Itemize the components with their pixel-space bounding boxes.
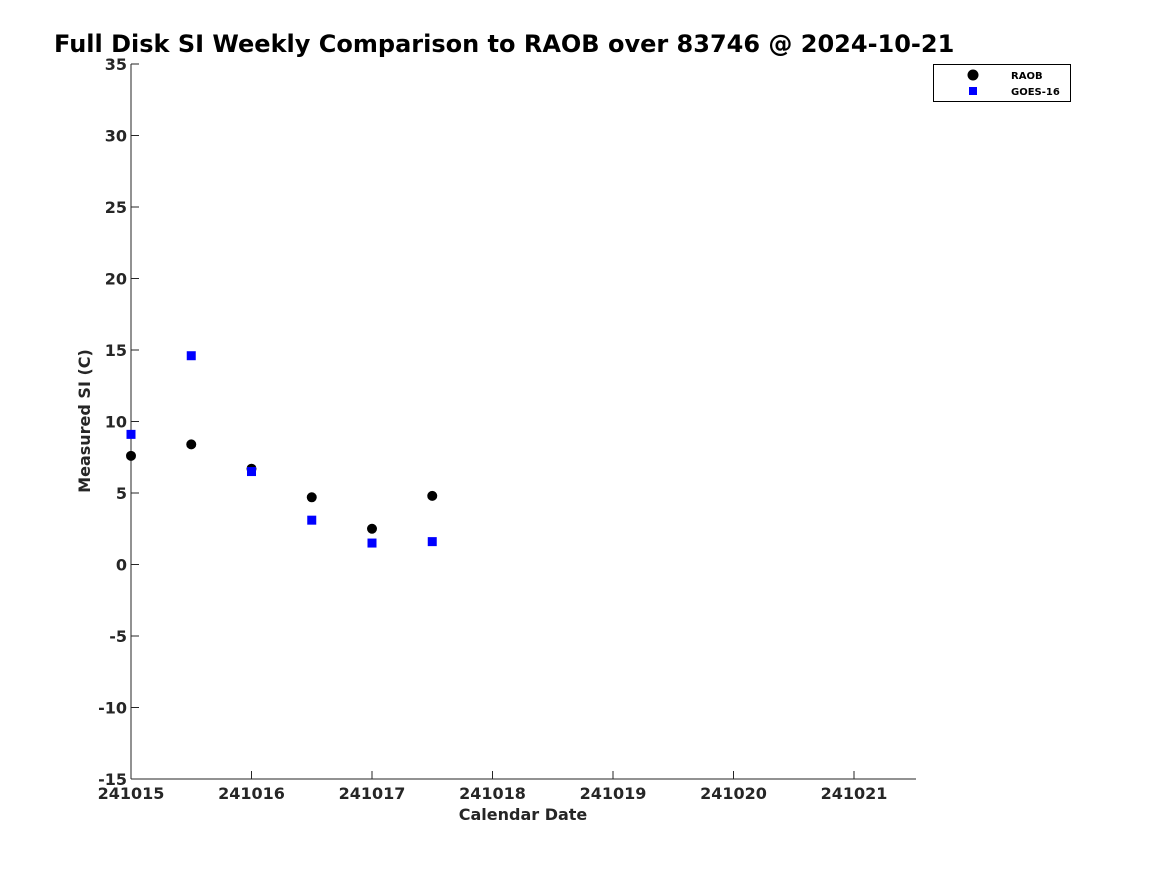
legend-label: GOES-16 [1011,87,1060,98]
goes16-point [367,538,377,548]
goes16-point [186,351,196,361]
x-tick-label: 241018 [459,784,526,803]
legend-raob-marker [967,69,979,81]
x-tick-label: 241020 [700,784,767,803]
x-tick-label: 241016 [218,784,285,803]
y-tick-label: 15 [105,341,127,360]
y-tick-label: -15 [98,770,127,789]
raob-point [427,490,438,501]
y-tick-label: 30 [105,127,127,146]
raob-point [367,523,377,534]
x-tick-label: 241019 [580,784,647,803]
y-tick-label: -5 [109,627,127,646]
data-marks [126,351,438,548]
x-tick-label: 241017 [339,784,406,803]
y-tick-label: 0 [116,556,127,575]
goes16-point [126,429,136,439]
x-tick-label: 241015 [98,784,165,803]
legend-label: RAOB [1011,71,1043,82]
goes16-point [307,515,317,525]
chart-title: Full Disk SI Weekly Comparison to RAOB o… [54,30,954,58]
x-axis-label: Calendar Date [459,805,588,824]
y-tick-label: 35 [105,55,127,74]
y-tick-label: 5 [116,484,127,503]
legend: RAOB GOES-16 [933,64,1071,102]
goes16-point [427,537,437,547]
raob-point [186,439,197,450]
y-tick-label: 20 [105,270,127,289]
goes16-point [247,467,256,477]
y-tick-label: 25 [105,198,127,217]
legend-goes16-marker [969,87,977,95]
raob-point [126,450,136,461]
x-tick-label: 241021 [821,784,888,803]
axes [130,64,916,780]
y-tick-label: 10 [105,413,127,432]
y-axis-label: Measured SI (C) [75,349,94,493]
y-tick-label: -10 [98,699,127,718]
legend-box [933,64,1071,102]
raob-point [306,492,317,503]
